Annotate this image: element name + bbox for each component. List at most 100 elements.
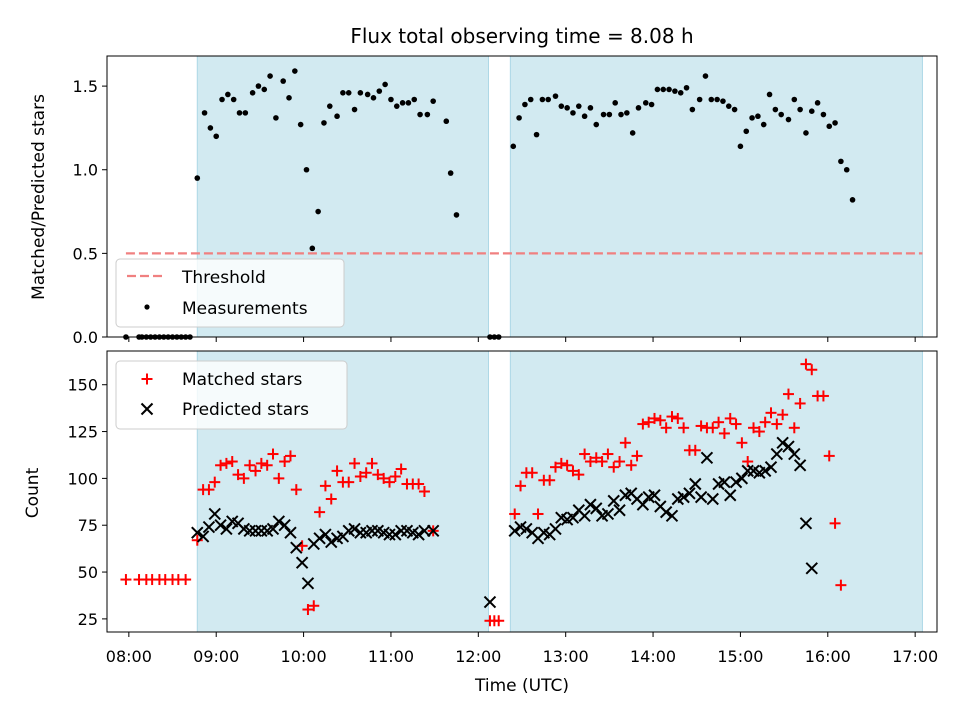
measurement-point (194, 175, 201, 181)
matched-star-point (748, 422, 760, 434)
legend-matched-label: Matched stars (182, 370, 302, 390)
matched-star-point (736, 437, 748, 449)
measurement-point (357, 89, 364, 96)
x-tick-label: 14:00 (630, 647, 676, 666)
matched-star-point (707, 422, 719, 434)
matched-star-point (649, 412, 661, 424)
predicted-star-point (508, 524, 521, 538)
matched-star-point (515, 480, 527, 492)
matched-star-point (526, 467, 538, 479)
predicted-star-point (601, 507, 615, 521)
measurement-point (826, 123, 833, 130)
measurement-point (606, 111, 613, 118)
matched-star-point (360, 467, 372, 479)
bottom-x-axis-label: Time (UTC) (474, 676, 569, 696)
y-tick-label: 125 (67, 423, 98, 442)
predicted-star-point (243, 524, 256, 538)
matched-star-point (625, 459, 637, 471)
bottom-legend-box (115, 360, 348, 430)
matched-star-point (284, 450, 296, 462)
matched-star-point (654, 414, 666, 426)
matched-star-point (383, 476, 395, 488)
predicted-star-point (793, 459, 807, 472)
measurement-point (683, 84, 690, 91)
predicted-star-point (636, 498, 650, 511)
predicted-star-point (677, 490, 690, 504)
matched-star-point (689, 444, 701, 456)
matched-star-point (232, 469, 244, 481)
measurement-point (510, 143, 517, 150)
measurement-point (213, 133, 220, 140)
predicted-star-point (196, 530, 210, 543)
matched-star-point (713, 416, 725, 428)
matched-star-point (561, 459, 573, 471)
predicted-star-point (214, 519, 227, 532)
measurement-point (545, 96, 552, 103)
measurement-point (255, 83, 262, 89)
matched-star-point (584, 456, 596, 468)
y-tick-label: 100 (67, 469, 98, 488)
measurement-point (814, 100, 821, 106)
measurement-point (376, 88, 383, 94)
matched-star-point (567, 465, 579, 477)
x-tick-label: 11:00 (368, 647, 414, 666)
predicted-star-point (770, 447, 784, 461)
matched-star-point (579, 448, 591, 460)
top-y-axis-label: Matched/Predicted stars (29, 94, 49, 300)
matched-star-point (290, 484, 302, 496)
y-tick-label: 0.0 (73, 328, 98, 347)
measurement-point (334, 113, 340, 120)
measurement-point (219, 96, 225, 103)
predicted-star-point (735, 472, 749, 485)
matched-star-point (718, 427, 730, 439)
legend-predicted-marker (140, 402, 154, 416)
measurement-point (720, 98, 726, 104)
legend-predicted-label: Predicted stars (182, 400, 309, 420)
measurement-point (399, 100, 406, 106)
measurement-point (516, 115, 522, 121)
y-tick-label: 75 (78, 516, 98, 535)
matched-star-point (823, 450, 835, 462)
measurement-point (677, 89, 684, 96)
matched-star-point (753, 426, 765, 438)
matched-star-point (273, 472, 285, 484)
measurement-point (527, 96, 534, 103)
matched-star-point (378, 472, 390, 484)
matched-star-point (509, 508, 521, 520)
matched-star-point (354, 471, 366, 483)
predicted-star-point (648, 489, 661, 502)
legend-predicted-swatch (140, 402, 154, 416)
y-tick-label: 25 (78, 610, 98, 629)
matched-star-point (590, 452, 602, 464)
measurement-point (326, 103, 333, 109)
predicted-star-point (266, 522, 280, 536)
matched-star-point (120, 574, 132, 586)
measurement-point (364, 91, 371, 98)
measurement-point (424, 111, 431, 118)
matched-star-point (788, 422, 800, 434)
measurement-point (242, 110, 249, 116)
predicted-star-point (700, 451, 714, 464)
predicted-star-point (706, 492, 719, 506)
measurement-point (261, 86, 268, 93)
measurement-point (832, 120, 838, 126)
measurement-point (791, 96, 798, 103)
legend-matched-marker (141, 373, 153, 385)
x-tick-label: 10:00 (281, 647, 327, 666)
matched-star-point (817, 390, 829, 402)
predicted-star-point (613, 504, 626, 517)
matched-star-point (619, 437, 631, 449)
predicted-star-point (272, 515, 286, 528)
matched-star-point (191, 534, 203, 546)
measurement-point (405, 100, 412, 106)
matched-star-point (777, 409, 789, 421)
matched-star-point (302, 604, 314, 616)
matched-star-point (319, 480, 331, 492)
matched-star-point (209, 476, 221, 488)
measurement-point (587, 105, 594, 111)
matched-star-point (389, 471, 401, 483)
measurement-point (660, 86, 667, 93)
measurement-point (838, 158, 844, 165)
predicted-star-point (365, 524, 379, 538)
matched-star-point (637, 418, 649, 430)
